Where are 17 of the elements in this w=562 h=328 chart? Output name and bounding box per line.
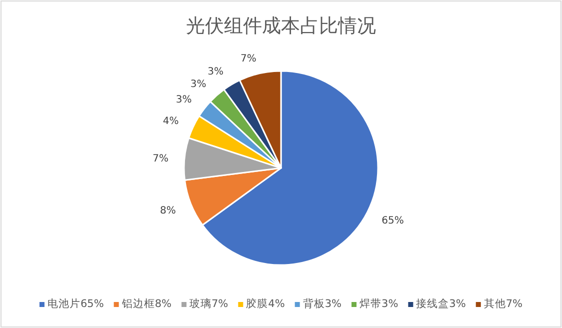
data-label: 8% <box>160 206 176 217</box>
legend-label: 胶膜4% <box>246 297 285 310</box>
data-label: 3% <box>190 79 206 90</box>
legend-label: 铝边框8% <box>120 297 172 310</box>
data-label: 7% <box>152 153 168 164</box>
legend-label: 玻璃7% <box>189 297 228 310</box>
legend-label: 其他7% <box>484 297 523 310</box>
legend-label: 电池片65% <box>47 297 104 310</box>
legend-label: 背板3% <box>302 297 342 310</box>
data-label: 65% <box>382 215 404 226</box>
data-label: 7% <box>240 54 256 65</box>
chart-title: 光伏组件成本占比情况 <box>186 15 376 37</box>
legend-label: 接线盒3% <box>416 297 466 310</box>
legend-label: 焊带3% <box>360 297 398 310</box>
data-label: 3% <box>176 94 192 106</box>
data-label: 4% <box>162 116 179 127</box>
data-label: 3% <box>208 66 224 78</box>
